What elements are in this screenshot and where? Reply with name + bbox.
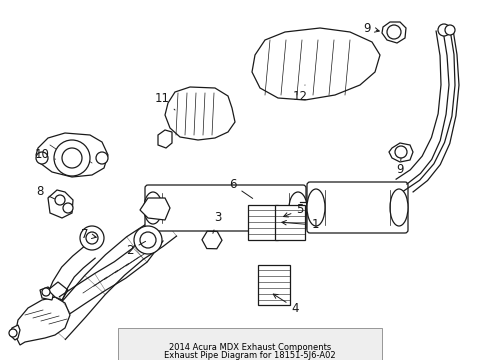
Polygon shape	[48, 190, 73, 218]
Polygon shape	[140, 198, 170, 220]
Circle shape	[96, 152, 108, 164]
Circle shape	[134, 226, 162, 254]
Text: 5: 5	[283, 203, 303, 217]
Circle shape	[80, 226, 104, 250]
Polygon shape	[388, 143, 412, 162]
Polygon shape	[158, 130, 172, 148]
Polygon shape	[10, 325, 20, 340]
Circle shape	[86, 232, 98, 244]
FancyBboxPatch shape	[145, 185, 305, 231]
Circle shape	[140, 232, 156, 248]
Polygon shape	[48, 282, 68, 300]
Polygon shape	[251, 28, 379, 100]
Polygon shape	[36, 133, 108, 177]
Text: 2: 2	[126, 241, 145, 256]
Text: 11: 11	[154, 91, 175, 110]
Circle shape	[42, 288, 50, 296]
Text: 6: 6	[229, 179, 252, 198]
Text: 7: 7	[81, 229, 96, 242]
FancyBboxPatch shape	[118, 328, 381, 360]
Ellipse shape	[306, 189, 325, 226]
FancyBboxPatch shape	[306, 182, 407, 233]
Circle shape	[62, 148, 82, 168]
Polygon shape	[274, 205, 305, 240]
Circle shape	[63, 203, 73, 213]
Ellipse shape	[288, 192, 306, 224]
Polygon shape	[247, 205, 278, 240]
Text: 8: 8	[36, 185, 54, 199]
Polygon shape	[15, 297, 70, 345]
Ellipse shape	[389, 189, 407, 226]
Circle shape	[394, 146, 406, 158]
Text: 1: 1	[281, 219, 318, 231]
Circle shape	[386, 25, 400, 39]
Text: Exhaust Pipe Diagram for 18151-5J6-A02: Exhaust Pipe Diagram for 18151-5J6-A02	[164, 351, 335, 360]
Polygon shape	[258, 265, 289, 305]
Polygon shape	[381, 22, 405, 43]
Text: 4: 4	[273, 294, 298, 315]
Text: 12: 12	[292, 85, 307, 104]
Circle shape	[437, 24, 449, 36]
Text: 2014 Acura MDX Exhaust Components: 2014 Acura MDX Exhaust Components	[168, 343, 330, 352]
Text: 9: 9	[395, 158, 403, 176]
Circle shape	[55, 195, 65, 205]
Text: 3: 3	[212, 211, 221, 233]
Text: 10: 10	[35, 148, 55, 162]
Circle shape	[36, 152, 48, 164]
Circle shape	[54, 140, 90, 176]
Polygon shape	[40, 287, 54, 300]
Circle shape	[9, 329, 17, 337]
Polygon shape	[164, 87, 235, 140]
Text: 9: 9	[363, 22, 379, 35]
Ellipse shape	[143, 192, 162, 224]
Circle shape	[444, 25, 454, 35]
